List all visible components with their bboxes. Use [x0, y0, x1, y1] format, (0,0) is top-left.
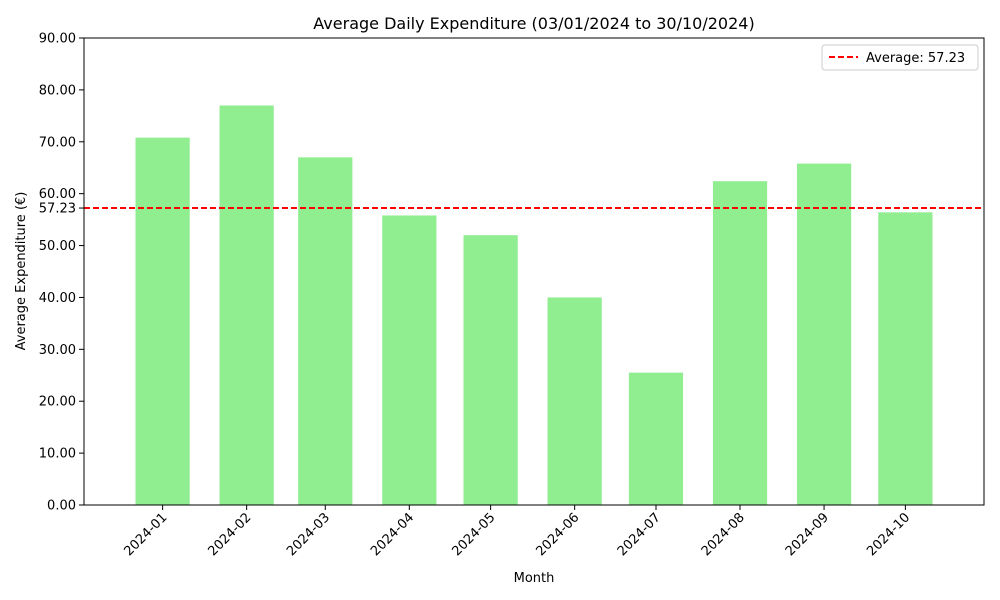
y-tick-label: 10.00 [39, 447, 76, 462]
x-axis-label: Month [514, 571, 555, 586]
y-tick-label: 70.00 [39, 135, 76, 150]
bar-2024-06 [547, 297, 602, 505]
y-tick-label: 30.00 [39, 343, 76, 358]
bar-2024-03 [298, 157, 353, 505]
y-tick-label: 40.00 [39, 291, 76, 306]
plot-frame [83, 37, 985, 506]
y-axis: 0.00 10.00 20.00 30.00 40.00 50.00 60.00 70.00 8… [39, 32, 84, 514]
bar-2024-01 [135, 137, 190, 505]
bar-2024-02 [219, 105, 274, 506]
y-tick-label: 80.00 [39, 83, 76, 98]
legend-box [821, 44, 979, 71]
bar-2024-09 [796, 163, 852, 505]
legend: Average: 57.23 [821, 44, 979, 71]
y-tick-label: 50.00 [39, 239, 76, 254]
bars-group [135, 105, 933, 506]
bar-2024-08 [712, 181, 768, 505]
bar-2024-05 [463, 235, 518, 505]
bar-2024-10 [878, 212, 933, 505]
y-tick-label: 60.00 [39, 187, 76, 202]
y-tick-label: 0.00 [47, 499, 76, 514]
chart-title: Average Daily Expenditure (03/01/2024 to… [313, 14, 754, 33]
average-tick-label: 57.23 [39, 202, 76, 217]
bar-2024-04 [382, 215, 437, 505]
y-tick-label: 20.00 [39, 395, 76, 410]
legend-label: Average: 57.23 [866, 51, 965, 66]
y-tick-label: 90.00 [39, 32, 76, 47]
bar-2024-07 [628, 372, 684, 505]
y-axis-label: Average Expenditure (€) [14, 192, 29, 351]
